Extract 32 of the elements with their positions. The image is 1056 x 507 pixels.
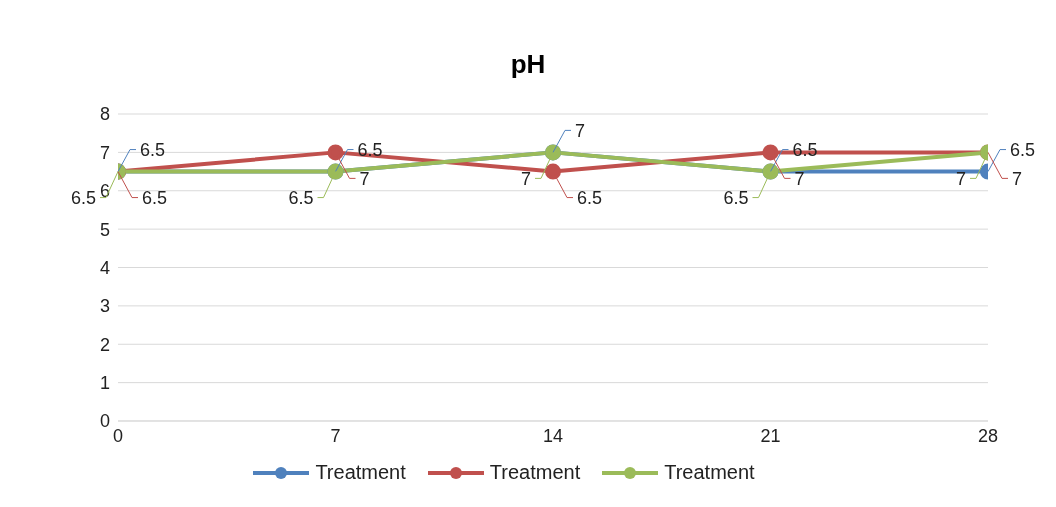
- y-tick-label: 7: [99, 142, 110, 163]
- x-tick-label: 0: [112, 425, 124, 446]
- y-tick-label: 3: [99, 296, 110, 317]
- data-label: 7: [359, 168, 370, 189]
- chart-title: pH: [509, 48, 547, 81]
- data-label: 7: [955, 168, 966, 189]
- x-tick-label: 7: [330, 425, 341, 446]
- y-tick-label: 2: [99, 334, 110, 355]
- data-label: 7: [520, 168, 531, 189]
- legend-label: Treatment: [489, 461, 581, 484]
- data-label: 7: [794, 168, 805, 189]
- data-label: 6.5: [1010, 139, 1036, 160]
- data-label: 7: [575, 120, 586, 141]
- legend-label: Treatment: [664, 461, 755, 484]
- data-label: 6.5: [140, 139, 166, 160]
- legend-label: Treatment: [315, 461, 406, 484]
- y-tick-label: 1: [99, 373, 110, 394]
- x-tick-label: 21: [760, 425, 781, 446]
- data-label: 7: [1012, 168, 1023, 189]
- x-tick-label: 28: [977, 425, 999, 446]
- data-label: 6.5: [142, 187, 168, 208]
- y-tick-label: 4: [99, 257, 110, 278]
- y-tick-label: 0: [99, 411, 110, 432]
- data-label: 6.5: [288, 187, 314, 208]
- y-tick-label: 5: [99, 219, 110, 240]
- x-tick-label: 14: [542, 425, 564, 446]
- data-label: 6.5: [577, 187, 603, 208]
- data-label: 6.5: [723, 187, 749, 208]
- data-label: 6.5: [70, 187, 96, 208]
- y-tick-label: 6: [99, 181, 110, 202]
- data-label: 6.5: [792, 139, 818, 160]
- y-tick-label: 8: [99, 104, 110, 125]
